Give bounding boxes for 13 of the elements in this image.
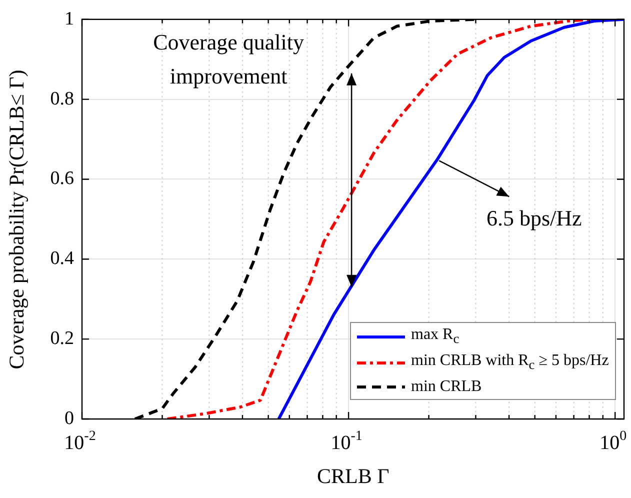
y-tick-label: 0 <box>64 408 74 429</box>
annotation: Coverage quality improvement <box>153 29 304 88</box>
y-axis-title: Coverage probability Pr(CRLB≤ Γ) <box>4 69 29 369</box>
legend-label: min CRLB with R$_{c}$ ≥ 5 bps/Hz <box>411 351 609 374</box>
y-tick-label: 1 <box>64 8 74 30</box>
annotation: 6.5 bps/Hz <box>486 206 582 231</box>
y-tick-label: 0.8 <box>50 88 74 110</box>
y-tick-label: 0.6 <box>50 168 74 190</box>
legend-label: min CRLB <box>411 377 482 398</box>
x-axis-title: CRLB Γ <box>317 464 390 489</box>
y-tick-label: 0.4 <box>50 248 74 270</box>
legend-label: max R$_{c}$ <box>411 325 460 348</box>
y-tick-label: 0.2 <box>50 328 74 350</box>
